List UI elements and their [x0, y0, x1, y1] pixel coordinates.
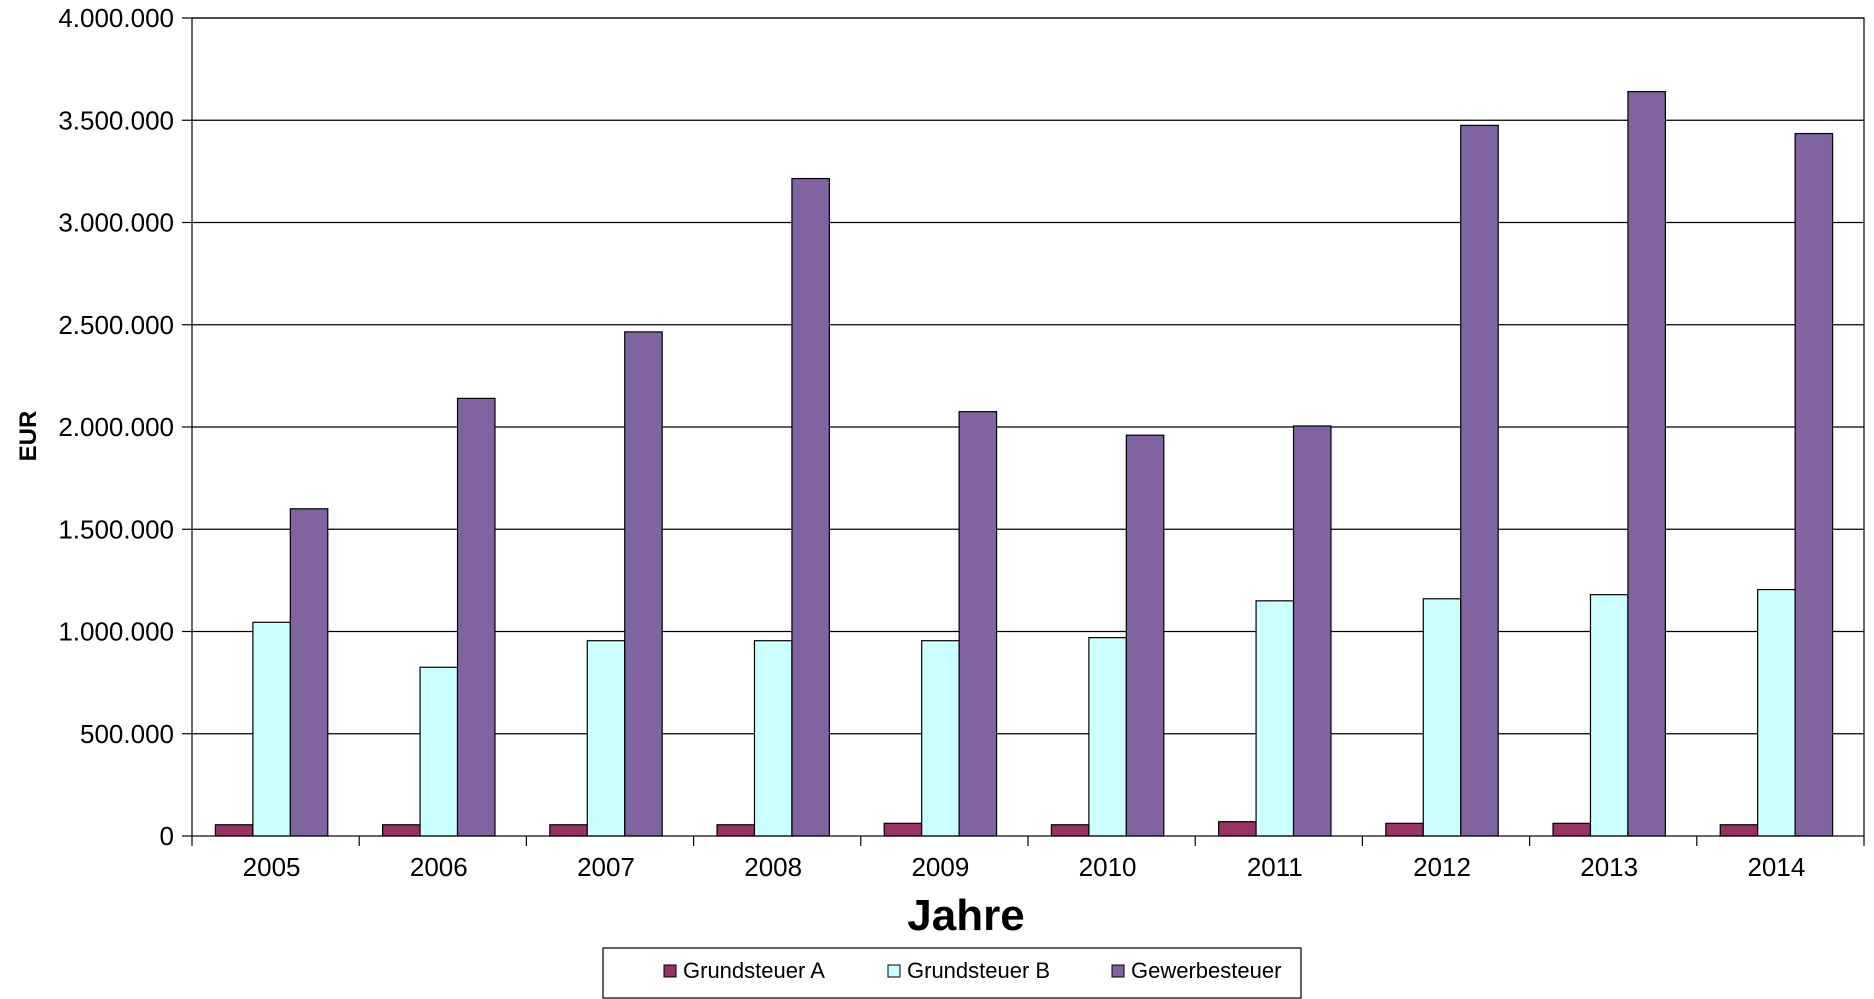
bar-grundsteuer-b-2011	[1255, 600, 1295, 837]
legend-label-grundsteuer-a: Grundsteuer A	[683, 958, 825, 983]
bar-grundsteuer-b-2005	[252, 621, 291, 837]
bar-grundsteuer-b-2009	[921, 640, 960, 837]
y-tick-label: 500.000	[80, 719, 174, 749]
bar-gewerbesteuer-2010	[1125, 434, 1165, 837]
x-tick-label: 2014	[1747, 852, 1805, 882]
x-tick-label: 2005	[243, 852, 301, 882]
bar-gewerbesteuer-2013	[1627, 91, 1666, 837]
x-tick-label: 2010	[1079, 852, 1137, 882]
bar-grundsteuer-a-2006	[382, 824, 421, 837]
y-tick-label: 4.000.000	[58, 3, 174, 33]
legend-label-grundsteuer-b: Grundsteuer B	[907, 958, 1050, 983]
bar-gewerbesteuer-2007	[624, 331, 663, 837]
bar-gewerbesteuer-2006	[456, 397, 496, 837]
bars	[214, 91, 1834, 837]
bar-gewerbesteuer-2012	[1460, 124, 1499, 837]
y-tick-label: 3.500.000	[58, 105, 174, 135]
y-tick-label: 1.000.000	[58, 617, 174, 647]
bar-gewerbesteuer-2008	[791, 177, 830, 837]
x-tick-label: 2007	[577, 852, 635, 882]
bar-grundsteuer-b-2006	[419, 666, 459, 837]
bar-grundsteuer-b-2007	[586, 640, 626, 837]
bar-grundsteuer-a-2011	[1218, 821, 1257, 837]
x-tick-label: 2012	[1413, 852, 1471, 882]
x-tick-label: 2009	[911, 852, 969, 882]
legend: Grundsteuer A Grundsteuer B Gewerbesteuer	[602, 947, 1302, 999]
y-tick-label: 3.000.000	[58, 208, 174, 238]
y-tick-label: 1.500.000	[58, 514, 174, 544]
bar-gewerbesteuer-2014	[1794, 132, 1834, 837]
x-tick-labels: 2005 2006 2007 2008 2009 2010 2011 2012 2013 2014	[243, 852, 1806, 882]
bar-grundsteuer-a-2007	[549, 824, 588, 837]
bar-grundsteuer-a-2012	[1385, 822, 1424, 837]
bar-grundsteuer-b-2014	[1757, 588, 1796, 837]
bar-grundsteuer-a-2014	[1719, 824, 1759, 837]
bar-grundsteuer-b-2012	[1422, 598, 1462, 837]
x-tick-label: 2006	[410, 852, 468, 882]
bar-grundsteuer-a-2008	[716, 824, 756, 837]
y-axis-title: EUR	[15, 411, 42, 462]
legend-swatch-grundsteuer-a	[663, 964, 677, 978]
legend-label-gewerbesteuer: Gewerbesteuer	[1131, 958, 1281, 983]
bar-grundsteuer-b-2010	[1088, 637, 1127, 837]
bar-grundsteuer-b-2008	[753, 640, 793, 837]
bar-grundsteuer-a-2005	[214, 824, 254, 837]
x-tick-label: 2013	[1580, 852, 1638, 882]
x-axis-title: Jahre	[907, 891, 1024, 940]
x-tick-label: 2011	[1247, 852, 1303, 882]
bar-grundsteuer-a-2013	[1552, 822, 1592, 837]
bar-grundsteuer-a-2009	[883, 822, 923, 837]
legend-box	[602, 947, 1302, 999]
legend-swatch-grundsteuer-b	[887, 964, 901, 978]
bar-gewerbesteuer-2011	[1292, 425, 1332, 837]
legend-swatch-gewerbesteuer	[1111, 964, 1125, 978]
bar-gewerbesteuer-2005	[289, 508, 329, 837]
x-tick-label: 2008	[744, 852, 802, 882]
y-tick-label: 2.500.000	[58, 310, 174, 340]
y-tick-label: 2.000.000	[58, 412, 174, 442]
y-tick-label: 0	[160, 821, 174, 851]
y-tick-labels: 0 500.000 1.000.000 1.500.000 2.000.000 2.500…	[58, 3, 174, 851]
axes	[182, 17, 1865, 846]
bar-grundsteuer-b-2013	[1589, 594, 1629, 837]
bar-gewerbesteuer-2009	[958, 411, 998, 837]
bar-grundsteuer-a-2010	[1050, 824, 1090, 837]
